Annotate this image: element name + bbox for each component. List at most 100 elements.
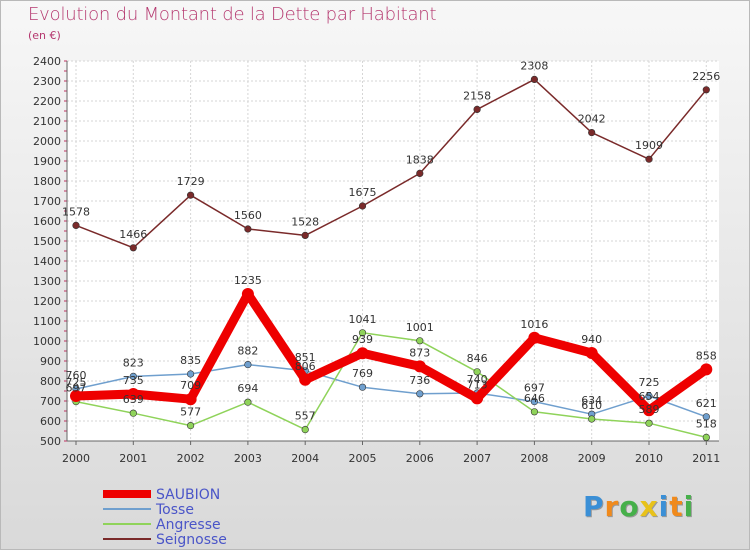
y-tick-label: 2300 [33,75,61,88]
data-label: 740 [467,373,488,386]
data-point [244,225,252,233]
data-label: 709 [180,379,201,392]
data-point [702,433,710,442]
x-tick-label: 2007 [463,452,491,465]
legend-label: SAUBION [156,487,220,503]
legend-label: Tosse [155,502,194,518]
data-label: 725 [66,376,87,389]
data-label: 835 [180,354,201,367]
y-tick-label: 500 [40,435,61,448]
data-point [702,413,710,421]
data-label: 1909 [635,139,663,152]
y-tick-label: 1700 [33,195,61,208]
logo-letter: P [583,490,605,523]
data-point [413,360,426,373]
data-label: 851 [295,351,316,364]
data-point [530,398,539,406]
series-line-saubion [71,289,711,415]
x-tick-label: 2008 [520,452,548,465]
data-label: 610 [581,399,602,412]
data-label: 2042 [578,113,606,126]
x-tick-label: 2003 [234,452,262,465]
data-point [528,331,541,344]
data-label: 873 [409,346,430,359]
data-label: 1235 [234,274,262,287]
data-label: 518 [696,417,717,430]
data-point [241,288,254,300]
logo-letter: r [604,490,620,523]
proxiti-logo: Proxiti [583,490,694,523]
data-label: 1675 [349,186,377,199]
data-label: 1016 [520,318,548,331]
data-label: 1041 [349,313,377,326]
x-tick-label: 2001 [119,452,147,465]
data-label: 1001 [406,321,434,334]
data-point [358,383,367,391]
data-label: 557 [295,410,316,423]
data-point [187,370,195,378]
y-tick-label: 1100 [33,315,61,328]
data-point [473,368,481,376]
data-point [129,372,137,381]
data-label: 697 [66,382,87,395]
y-tick-label: 1500 [33,235,61,248]
data-label: 2256 [692,70,720,83]
data-label: 1578 [62,205,90,218]
x-tick-label: 2002 [177,452,205,465]
chart-title: Evolution du Montant de la Dette par Hab… [28,4,437,25]
y-tick-label: 2000 [33,135,61,148]
data-label: 646 [524,392,545,405]
data-point [187,422,195,430]
data-label: 1466 [119,228,147,241]
x-tick-label: 2009 [578,452,606,465]
y-tick-label: 800 [40,375,61,388]
data-point [643,404,655,417]
data-point [416,169,424,177]
data-label: 697 [524,382,545,395]
logo-letter: i [658,490,670,523]
data-point [645,155,653,163]
data-point [299,373,312,386]
data-point [473,105,481,113]
data-label: 769 [352,367,373,380]
y-tick-label: 1200 [33,295,61,308]
x-tick-label: 2011 [692,452,720,465]
data-label: 736 [409,374,430,387]
x-tick-label: 2005 [349,452,377,465]
y-tick-label: 2200 [33,95,61,108]
y-tick-label: 1600 [33,215,61,228]
chart-subtitle: (en €) [28,29,61,42]
data-label: 639 [123,393,144,406]
legend-label: Seignosse [156,532,227,548]
data-point [358,329,367,337]
data-label: 846 [467,352,488,365]
series-line-angresse [75,332,708,439]
x-tick-label: 2004 [291,452,319,465]
data-point [184,393,197,406]
data-point [588,129,596,137]
y-tick-label: 2400 [33,55,61,68]
data-label: 1729 [177,175,205,188]
data-point [244,398,252,406]
y-tick-label: 1300 [33,275,61,288]
data-point [700,363,713,376]
data-point [416,337,424,345]
data-label: 577 [180,406,201,419]
data-label: 1560 [234,209,262,222]
x-tick-label: 2000 [62,452,90,465]
data-point [585,347,598,359]
data-point [530,75,539,83]
data-point [70,390,82,402]
data-point [72,221,80,229]
data-label: 2158 [463,89,491,102]
logo-letter: t [669,490,684,523]
data-label: 760 [66,369,87,382]
y-tick-label: 600 [40,415,61,428]
y-tick-label: 900 [40,355,61,368]
data-label: 823 [123,356,144,369]
data-point [416,390,424,398]
data-point [301,231,309,239]
data-point [471,392,484,405]
